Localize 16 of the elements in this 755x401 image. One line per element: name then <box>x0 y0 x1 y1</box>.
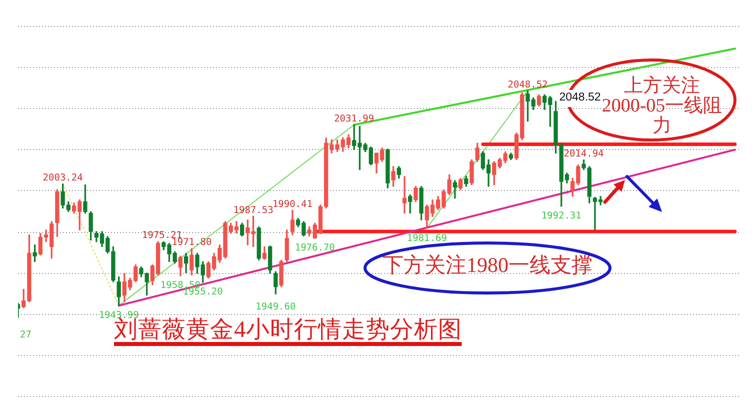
annotation: 上方关注2000-05一线阻力 <box>602 74 722 136</box>
annotation: 1990.41 <box>272 198 313 210</box>
candlestick <box>402 176 407 214</box>
text: 刘蔷薇黄金4小时行情走势分析图 <box>114 317 462 344</box>
annotation: 2048.52 <box>559 92 601 104</box>
annotation: 1949.60 <box>256 301 296 312</box>
annotation: 1992.31 <box>541 210 582 222</box>
annotation: 下方关注1980一线支撑 <box>382 253 592 278</box>
annotation: 2048.52 <box>508 80 548 91</box>
annotation: 2003.24 <box>42 172 84 184</box>
text: 27 <box>20 330 32 341</box>
annotation: 1955.20 <box>182 286 224 298</box>
annotation: 2031.99 <box>334 114 374 125</box>
annotation: 1981.69 <box>406 232 448 244</box>
annotation: 1976.70 <box>294 242 336 254</box>
annotation: 2014.94 <box>564 148 604 160</box>
